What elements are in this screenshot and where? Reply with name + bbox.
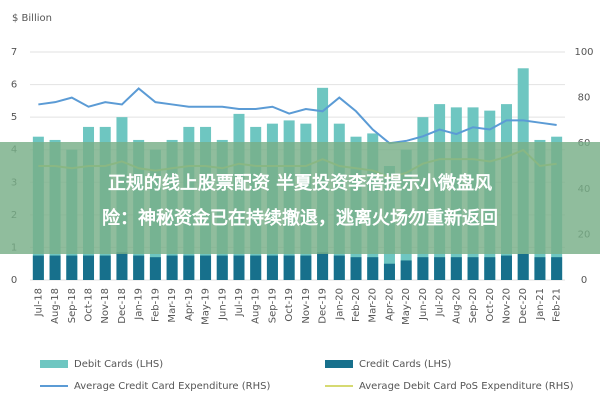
bar [333,255,345,280]
legend-swatch [40,360,68,368]
bar [83,255,95,280]
bar [383,263,395,280]
y-axis-label: $ Billion [12,13,52,24]
bar [66,255,78,280]
x-tick-label: Jun-19 [217,288,228,321]
x-tick-label: Jan-20 [334,288,345,321]
x-tick-label: Sep-19 [267,288,278,323]
x-tick-label: Oct-19 [284,288,295,322]
x-tick-label: Nov-18 [100,288,111,324]
y-tick-label: 0 [11,275,17,286]
bar [534,257,546,280]
x-tick-label: Feb-19 [150,288,161,322]
bar [367,257,379,280]
x-tick-label: Jul-20 [435,288,446,317]
bar [266,255,278,280]
x-tick-label: Dec-19 [318,288,329,324]
bar [350,257,362,280]
bar [400,260,412,280]
x-tick-label: Aug-19 [251,288,262,324]
bar [99,255,111,280]
x-tick-label: May-20 [401,288,412,325]
banner-background [0,142,600,254]
banner-text: 正规的线上股票配资 半夏投资李蓓提示小微盘风 [108,172,492,194]
x-tick-label: Sep-20 [468,288,479,323]
x-tick-label: Oct-18 [84,288,95,322]
bar [283,255,295,280]
bar [250,255,262,280]
x-tick-label: May-19 [201,288,212,325]
line [38,87,557,145]
x-tick-label: Mar-19 [167,288,178,323]
x-tick-label: Sep-18 [67,288,78,323]
bar [517,253,529,280]
legend-label: Credit Cards (LHS) [359,359,451,370]
x-tick-label: Feb-21 [552,288,563,322]
x-tick-label: Nov-20 [501,288,512,324]
x-tick-label: Oct-20 [485,288,496,322]
y2-tick-label: 80 [578,93,591,104]
bar [300,255,312,280]
y2-tick-label: 100 [574,47,593,58]
x-tick-label: Feb-20 [351,288,362,322]
bar [450,257,462,280]
bar [467,257,479,280]
bar [551,257,563,280]
bar [183,255,195,280]
x-tick-label: Apr-20 [384,288,395,321]
bar [49,255,61,280]
bar [317,252,329,280]
y-tick-label: 7 [11,47,17,58]
x-tick-label: Jul-19 [234,288,245,317]
bar [32,255,44,280]
banner-text: 险：神秘资金已在持续撤退，逃离火场勿重新返回 [102,207,498,229]
bar [434,257,446,280]
x-tick-label: Mar-20 [368,288,379,323]
x-tick-label: Jun-20 [418,288,429,321]
y2-tick-label: 0 [581,275,587,286]
x-tick-label: Jan-21 [535,288,546,321]
bar [417,257,429,280]
legend-label: Average Debit Card PoS Expenditure (RHS) [359,381,574,392]
x-tick-label: Nov-19 [301,288,312,324]
banner: 正规的线上股票配资 半夏投资李蓓提示小微盘风险：神秘资金已在持续撤退，逃离火场勿… [0,142,600,254]
y-tick-label: 6 [11,80,17,91]
legend-label: Average Credit Card Expenditure (RHS) [74,381,270,392]
bar [233,255,245,280]
x-tick-label: Jul-18 [33,288,44,317]
legend-swatch [325,360,353,368]
bar [116,252,128,280]
bar [500,255,512,280]
x-tick-label: Dec-18 [117,288,128,324]
x-tick-label: Aug-20 [451,288,462,324]
bar [484,257,496,280]
bar [200,255,212,280]
x-tick-label: Jan-19 [134,288,145,321]
x-tick-label: Aug-18 [50,288,61,324]
legend-label: Debit Cards (LHS) [74,359,163,370]
bar [133,255,145,280]
bar [149,257,161,280]
y-tick-label: 5 [11,112,17,123]
x-tick-label: Dec-20 [518,288,529,324]
bar [166,255,178,280]
x-tick-label: Apr-19 [184,288,195,321]
bar [216,255,228,280]
